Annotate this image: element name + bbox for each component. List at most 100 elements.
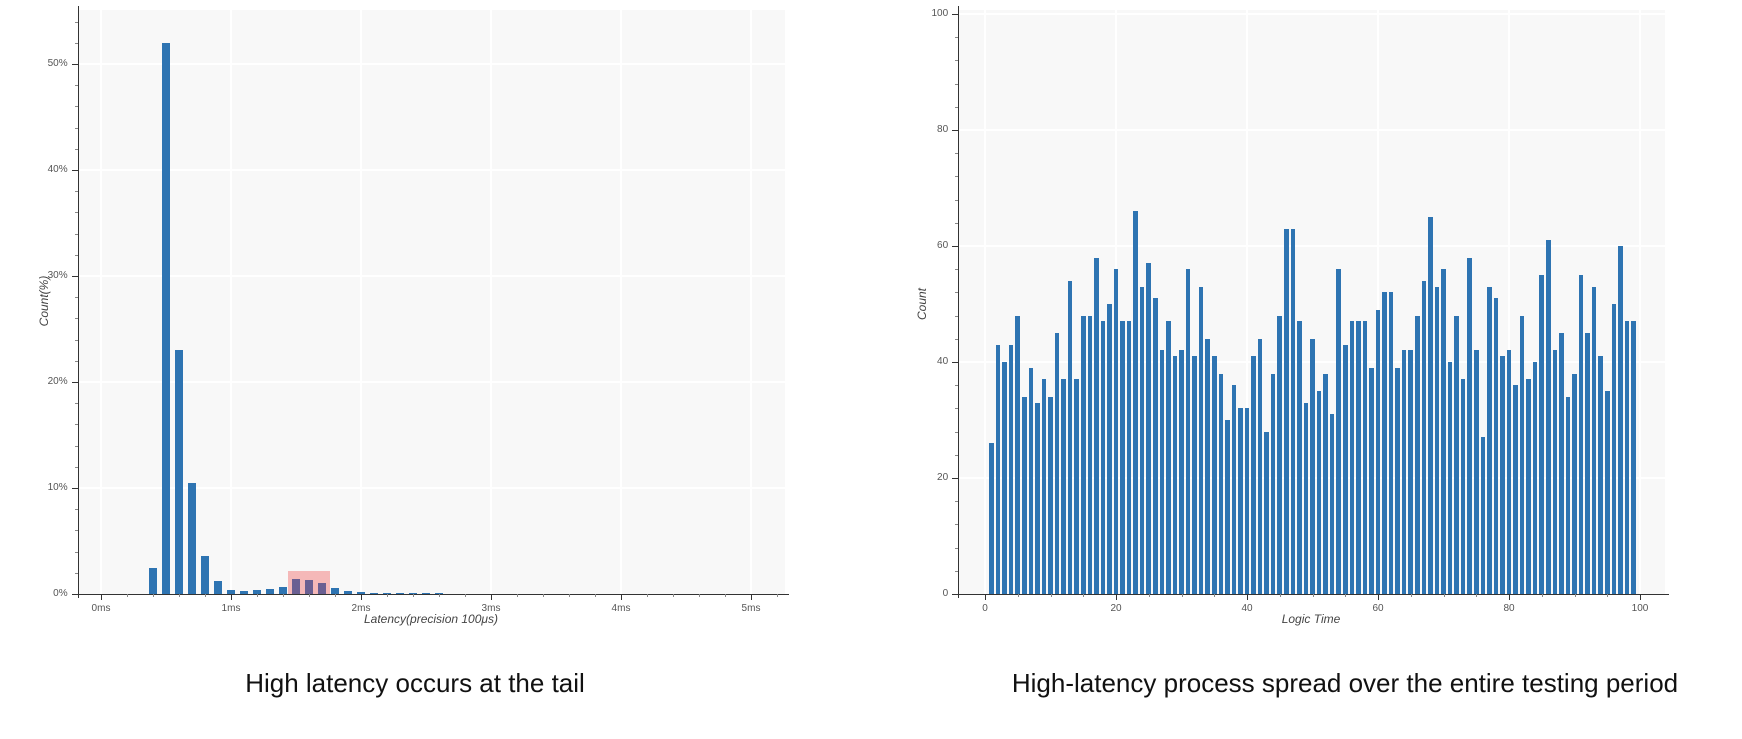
vertical-gridline xyxy=(1377,9,1379,594)
vertical-gridline xyxy=(750,9,752,594)
bar xyxy=(1434,286,1440,594)
x-axis-major-tick xyxy=(1116,594,1117,600)
bar xyxy=(1513,385,1518,594)
bar xyxy=(1251,356,1256,594)
bar xyxy=(1493,298,1499,594)
x-axis-tick-label: 40 xyxy=(1241,603,1253,614)
x-axis-minor-tick xyxy=(569,594,570,597)
y-axis-minor-tick xyxy=(955,269,959,271)
x-axis-major-tick xyxy=(621,594,622,600)
x-axis-minor-tick xyxy=(283,594,284,597)
bar xyxy=(1480,437,1486,594)
y-axis-major-tick xyxy=(71,594,78,595)
right-x-axis-title: Logic Time xyxy=(1281,612,1341,626)
x-axis-major-tick xyxy=(1640,594,1641,600)
y-axis-minor-tick xyxy=(74,127,78,129)
bar xyxy=(1028,367,1034,594)
bar xyxy=(1519,315,1525,594)
left-y-axis-title: Count(%) xyxy=(37,275,51,327)
x-axis-minor-tick xyxy=(1214,594,1216,597)
x-axis-minor-tick xyxy=(335,594,336,597)
x-axis-major-tick xyxy=(985,594,986,600)
y-axis-tick-label: 40% xyxy=(47,164,68,175)
bar xyxy=(1591,286,1597,594)
y-axis-major-tick xyxy=(952,246,959,247)
y-axis-minor-tick xyxy=(955,292,959,294)
x-axis-tick-label: 80 xyxy=(1503,603,1515,614)
horizontal-gridline xyxy=(77,63,785,65)
bar xyxy=(1264,431,1269,594)
bar xyxy=(1447,362,1453,594)
bar xyxy=(1310,338,1315,594)
bar xyxy=(1172,356,1178,594)
x-axis-minor-tick xyxy=(699,594,700,597)
horizontal-gridline xyxy=(77,275,785,277)
y-axis-tick-label: 0% xyxy=(53,588,68,599)
bar xyxy=(1454,315,1459,594)
y-axis-minor-tick xyxy=(74,339,78,341)
x-axis-minor-tick xyxy=(673,594,674,597)
x-axis-tick-label: 0ms xyxy=(91,603,111,614)
vertical-gridline xyxy=(984,9,986,594)
bar xyxy=(1166,321,1171,594)
bar xyxy=(1126,321,1132,594)
x-axis-major-tick xyxy=(1378,594,1379,600)
bar xyxy=(422,593,430,594)
y-axis-minor-tick xyxy=(74,318,78,320)
bar xyxy=(396,593,404,594)
y-axis-major-tick xyxy=(71,488,78,489)
x-axis-minor-tick xyxy=(543,594,544,597)
bar xyxy=(149,567,157,594)
vertical-gridline xyxy=(360,9,362,594)
y-axis-minor-tick xyxy=(955,408,959,410)
y-axis-minor-tick xyxy=(74,551,78,553)
bar xyxy=(266,588,274,594)
y-axis-minor-tick xyxy=(74,509,78,511)
bar xyxy=(1356,321,1361,594)
right-y-axis-title: Count xyxy=(915,287,929,321)
x-axis-minor-tick xyxy=(1050,594,1052,597)
bar xyxy=(1107,304,1112,594)
y-axis-minor-tick xyxy=(955,199,959,201)
bar xyxy=(989,443,994,594)
bar xyxy=(1329,414,1335,594)
x-axis-minor-tick xyxy=(647,594,648,597)
bar xyxy=(253,590,261,594)
bar xyxy=(1185,269,1191,594)
horizontal-gridline xyxy=(958,129,1665,131)
y-axis-minor-tick xyxy=(74,42,78,44)
x-axis-minor-tick xyxy=(1443,594,1445,597)
vertical-gridline xyxy=(230,9,232,594)
x-axis-minor-tick xyxy=(1181,594,1183,597)
bar xyxy=(162,42,170,594)
y-axis-major-tick xyxy=(952,478,959,479)
y-axis-tick-label: 40 xyxy=(937,356,949,367)
y-axis-major-tick xyxy=(952,130,959,131)
bar xyxy=(1277,315,1283,594)
y-axis-minor-tick xyxy=(74,148,78,150)
bar xyxy=(1244,408,1250,594)
x-axis-minor-tick xyxy=(1312,594,1314,597)
y-axis-major-tick xyxy=(952,362,959,363)
bar xyxy=(995,344,1001,594)
bar xyxy=(1382,292,1387,594)
bar xyxy=(279,586,287,594)
bar xyxy=(1146,263,1152,594)
y-axis-minor-tick xyxy=(955,37,959,39)
y-axis-minor-tick xyxy=(955,570,959,572)
highlighted-bar xyxy=(305,580,313,594)
x-axis-minor-tick xyxy=(309,594,310,597)
x-axis-minor-tick xyxy=(127,594,128,597)
x-axis-minor-tick xyxy=(413,594,414,597)
y-axis-tick-label: 100 xyxy=(931,8,949,19)
bar xyxy=(1428,217,1433,594)
y-axis-tick-label: 60 xyxy=(937,240,949,251)
x-axis-major-tick xyxy=(231,594,232,600)
bar xyxy=(1395,367,1400,594)
y-axis-minor-tick xyxy=(74,106,78,108)
x-axis-major-tick xyxy=(1509,594,1510,600)
vertical-gridline xyxy=(1508,9,1510,594)
bar xyxy=(409,593,417,594)
horizontal-gridline xyxy=(77,487,785,489)
